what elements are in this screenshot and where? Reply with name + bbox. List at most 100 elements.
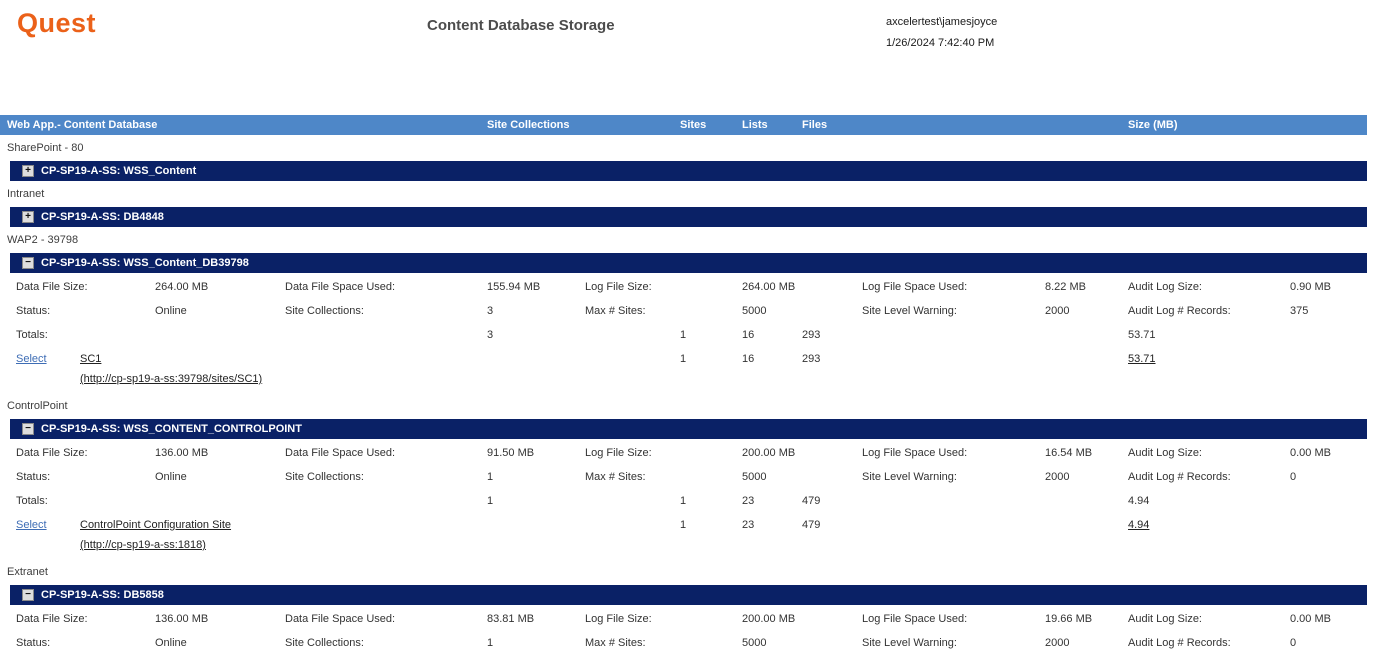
site-files: 293 [802,353,821,365]
stat-label: Data File Space Used: [285,447,396,459]
site-url-link[interactable]: (http://cp-sp19-a-ss:1818) [80,539,206,551]
stat-value: 8.22 MB [1045,281,1086,293]
stat-row: Data File Size: 136.00 MB Data File Spac… [0,441,1367,465]
webapp-group-label: WAP2 - 39798 [7,234,79,246]
stat-value: 83.81 MB [487,613,535,625]
stat-label: Status: [16,637,51,649]
stat-label: Audit Log # Records: [1128,471,1231,483]
totals-row: Totals: 3 1 16 293 53.71 [0,323,1367,347]
stat-value: 200.00 MB [742,613,796,625]
database-name: CP-SP19-A-SS: DB5858 [41,589,164,601]
stat-label: Data File Space Used: [285,281,396,293]
column-header-files: Files [802,119,828,131]
stat-value: Online [155,637,187,649]
totals-size: 53.71 [1128,329,1156,341]
column-header-size-mb: Size (MB) [1128,119,1178,131]
stat-value: 1 [487,637,494,649]
stat-value: 1 [487,471,494,483]
user-name: axcelertest\jamesjoyce [886,16,998,28]
database-details: Data File Size: 136.00 MB Data File Spac… [0,439,1367,559]
stat-label: Log File Space Used: [862,613,968,625]
stat-label: Max # Sites: [585,305,646,317]
select-link[interactable]: Select [16,519,47,531]
stat-value: 5000 [742,471,767,483]
database-bar[interactable]: − CP-SP19-A-SS: DB5858 [10,585,1367,605]
stat-value: 2000 [1045,471,1070,483]
database-details: Data File Size: 136.00 MB Data File Spac… [0,605,1367,655]
database-bar[interactable]: − CP-SP19-A-SS: WSS_Content_DB39798 [10,253,1367,273]
stat-label: Max # Sites: [585,637,646,649]
stat-label: Audit Log Size: [1128,281,1202,293]
collapse-icon[interactable]: − [22,589,34,601]
stat-label: Site Collections: [285,637,364,649]
totals-size: 4.94 [1128,495,1150,507]
database-name: CP-SP19-A-SS: WSS_Content [41,165,197,177]
totals-files: 479 [802,495,821,507]
stat-label: Log File Space Used: [862,281,968,293]
user-info: axcelertest\jamesjoyce 1/26/2024 7:42:40… [886,12,997,54]
site-collection-link[interactable]: ControlPoint Configuration Site [80,519,232,531]
webapp-group-label: SharePoint - 80 [7,142,84,154]
stat-label: Audit Log # Records: [1128,637,1231,649]
stat-value: 0.00 MB [1290,613,1331,625]
stat-value: 0 [1290,471,1297,483]
stat-label: Max # Sites: [585,471,646,483]
stat-row: Status: Online Site Collections: 1 Max #… [0,465,1367,489]
page-header: Quest Content Database Storage axcelerte… [0,0,1375,115]
select-link[interactable]: Select [16,353,47,365]
stat-label: Log File Size: [585,447,652,459]
totals-site-collections: 3 [487,329,494,341]
database-name: CP-SP19-A-SS: WSS_CONTENT_CONTROLPOINT [41,423,302,435]
site-files: 479 [802,519,821,531]
stat-row: Status: Online Site Collections: 3 Max #… [0,299,1367,323]
column-header-sites: Sites [680,119,707,131]
totals-lists: 16 [742,329,755,341]
webapp-group-label: Intranet [7,188,45,200]
page-title: Content Database Storage [427,17,615,34]
site-url-row: (http://cp-sp19-a-ss:39798/sites/SC1) [0,371,1367,393]
stat-value: Online [155,305,187,317]
site-url-link[interactable]: (http://cp-sp19-a-ss:39798/sites/SC1) [80,373,263,385]
stat-value: 5000 [742,637,767,649]
database-bar[interactable]: − CP-SP19-A-SS: WSS_CONTENT_CONTROLPOINT [10,419,1367,439]
collapse-icon[interactable]: − [22,257,34,269]
expand-icon[interactable]: + [22,211,34,223]
stat-label: Log File Size: [585,613,652,625]
site-size-link[interactable]: 53.71 [1128,353,1156,365]
stat-value: 264.00 MB [742,281,796,293]
stat-value: 91.50 MB [487,447,535,459]
totals-row: Totals: 1 1 23 479 4.94 [0,489,1367,513]
expand-icon[interactable]: + [22,165,34,177]
database-name: CP-SP19-A-SS: WSS_Content_DB39798 [41,257,249,269]
stat-value: 0.90 MB [1290,281,1331,293]
webapp-group-label: ControlPoint [7,400,68,412]
stat-value: 375 [1290,305,1309,317]
database-bar[interactable]: + CP-SP19-A-SS: WSS_Content [10,161,1367,181]
stat-label: Audit Log # Records: [1128,305,1231,317]
stat-label: Site Collections: [285,305,364,317]
collapse-icon[interactable]: − [22,423,34,435]
site-lists: 16 [742,353,755,365]
quest-logo: Quest [17,8,97,38]
stat-label: Audit Log Size: [1128,447,1202,459]
site-collection-link[interactable]: SC1 [80,353,102,365]
stat-value: 19.66 MB [1045,613,1093,625]
stat-value: 136.00 MB [155,613,209,625]
stat-value: 3 [487,305,494,317]
stat-label: Log File Space Used: [862,447,968,459]
stat-label: Site Collections: [285,471,364,483]
site-sites: 1 [680,353,687,365]
totals-sites: 1 [680,329,687,341]
webapp-group-label: Extranet [7,566,48,578]
stat-value: 0.00 MB [1290,447,1331,459]
site-lists: 23 [742,519,755,531]
database-bar[interactable]: + CP-SP19-A-SS: DB4848 [10,207,1367,227]
table-header-row: Web App.- Content Database Site Collecti… [0,115,1367,135]
column-header-lists: Lists [742,119,768,131]
totals-sites: 1 [680,495,687,507]
column-header-webapp: Web App.- Content Database [7,119,158,131]
site-collection-row: Select ControlPoint Configuration Site 1… [0,513,1367,537]
site-size-link[interactable]: 4.94 [1128,519,1150,531]
stat-value: 5000 [742,305,767,317]
stat-label: Site Level Warning: [862,471,957,483]
